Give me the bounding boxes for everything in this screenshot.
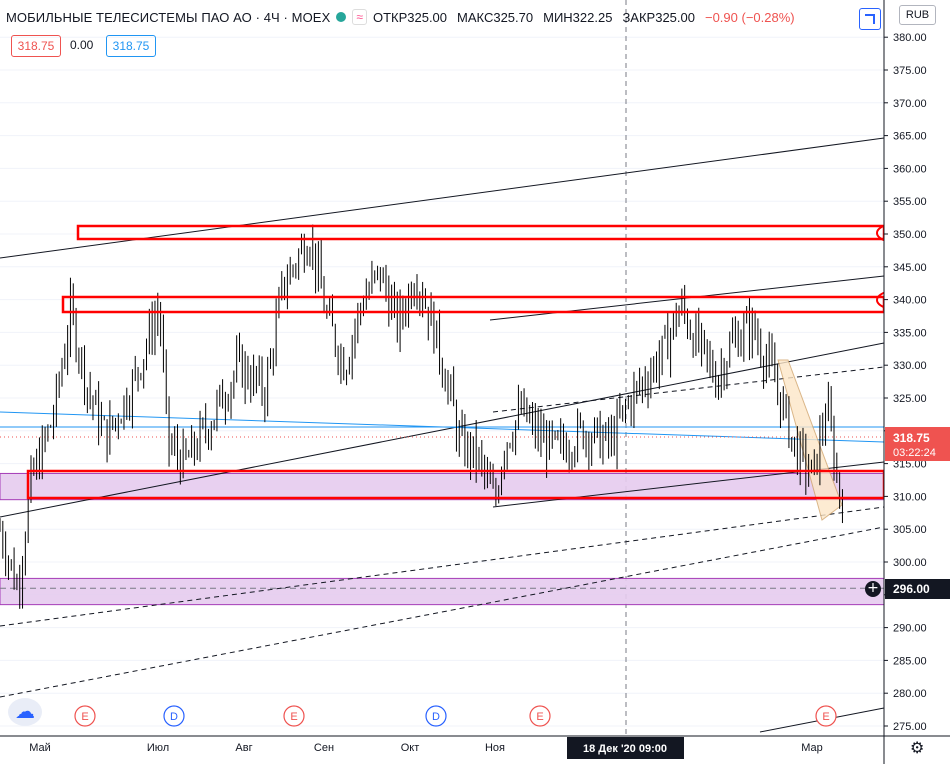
event-marker-label: D [432,711,440,723]
y-tick-label: 380.00 [893,32,927,44]
spread-value: 0.00 [70,38,94,52]
y-tick-label: 335.00 [893,327,927,339]
settings-gear-icon[interactable]: ⚙ [910,738,925,757]
close-label: ЗАКР [622,9,656,25]
crosshair-time-label: 18 Дек '20 09:00 [583,743,667,755]
level-tag-label: 296.00 [893,582,930,596]
y-tick-label: 340.00 [893,295,927,307]
y-tick-label: 285.00 [893,655,927,667]
price-tags: 318.75 03:22:24 296.00 [885,427,950,599]
tradingview-logo-icon[interactable] [8,698,42,726]
time-axis[interactable]: Май Июл Авг Сен Окт Ноя Мар 18 Дек '20 09:00 [0,735,950,759]
y-tick-label: 300.00 [893,557,927,569]
event-marker-label: E [822,711,829,723]
rising-support-line [0,342,885,518]
y-tick-label: 350.00 [893,229,927,241]
y-tick-label: 280.00 [893,688,927,700]
y-tick-label: 330.00 [893,360,927,372]
y-tick-label: 275.00 [893,721,927,733]
y-tick-label: 370.00 [893,98,927,110]
low-label: МИН [543,9,573,25]
y-tick-label: 305.00 [893,524,927,536]
dashed-mid-line [492,366,885,413]
y-tick-label: 360.00 [893,163,927,175]
open-value: 325.00 [407,9,448,25]
price-axis-bg [884,0,950,736]
last-price-label: 318.75 [893,431,930,445]
y-tick-label: 375.00 [893,65,927,77]
open-label: ОТКР [372,9,408,25]
close-value: 325.00 [655,9,695,25]
y-tick-label: 315.00 [893,459,927,471]
x-tick-label: Окт [401,742,420,754]
high-value: 325.70 [493,9,534,25]
change-value: −0.90 (−0.28%) [704,9,795,25]
high-label: МАКС [457,9,494,25]
trendlines [0,137,885,733]
add-alert-plus-icon[interactable]: + [865,581,881,597]
last-price-tag [885,427,950,461]
countdown-label: 03:22:24 [893,447,936,459]
ohlc-values: ОТКР325.00 МАКС325.70 МИН322.25 ЗАКР325.… [373,10,795,25]
y-tick-label: 345.00 [893,262,927,274]
price-axis[interactable]: 275.00280.00285.00290.00295.00300.00305.… [883,0,950,764]
y-tick-label: 325.00 [893,393,927,405]
low-value: 322.25 [572,9,613,25]
price-series [0,224,843,609]
earnings-marker [815,705,837,727]
resistance-zone-350 [76,224,886,241]
earnings-marker [529,705,551,727]
dividend-marker [425,705,447,727]
zone-rect [0,472,885,501]
market-status-dot-icon [336,12,347,22]
level-tag [885,579,950,599]
x-tick-label: Мар [801,742,823,754]
y-tick-label: 310.00 [893,491,927,503]
event-marker-label: E [536,711,543,723]
fullscreen-icon[interactable] [859,8,881,30]
x-tick-label: Май [29,742,51,754]
x-tick-label: Авг [235,742,252,754]
x-tick-label: Июл [147,742,169,754]
support-zones [0,0,885,736]
dividend-marker [163,705,185,727]
event-marker-label: E [290,711,297,723]
y-tick-label: 355.00 [893,196,927,208]
x-tick-label: Ноя [485,742,505,754]
dashed-channel-line-2 [0,526,885,698]
x-tick-label: Сен [314,742,334,754]
buy-price-button[interactable]: 318.75 [106,35,156,57]
earnings-marker [74,705,96,727]
y-tick-label: 365.00 [893,131,927,143]
sell-price-button[interactable]: 318.75 [11,35,61,57]
event-marker-label: D [170,711,178,723]
symbol-legend[interactable]: МОБИЛЬНЫЕ ТЕЛЕСИСТЕМЫ ПАО АО · 4Ч · MOEX… [6,9,795,25]
zone-rect [0,577,885,606]
compare-flag-icon[interactable]: ≈ [352,9,367,25]
crosshair-time-tag [567,737,684,759]
dashed-channel-line [0,506,885,627]
y-tick-label: 290.00 [893,623,927,635]
symbol-title[interactable]: МОБИЛЬНЫЕ ТЕЛЕСИСТЕМЫ ПАО АО · 4Ч · MOEX [6,9,331,25]
event-marker-label: E [81,711,88,723]
currency-button[interactable]: RUB [899,5,936,25]
earnings-marker [283,705,305,727]
